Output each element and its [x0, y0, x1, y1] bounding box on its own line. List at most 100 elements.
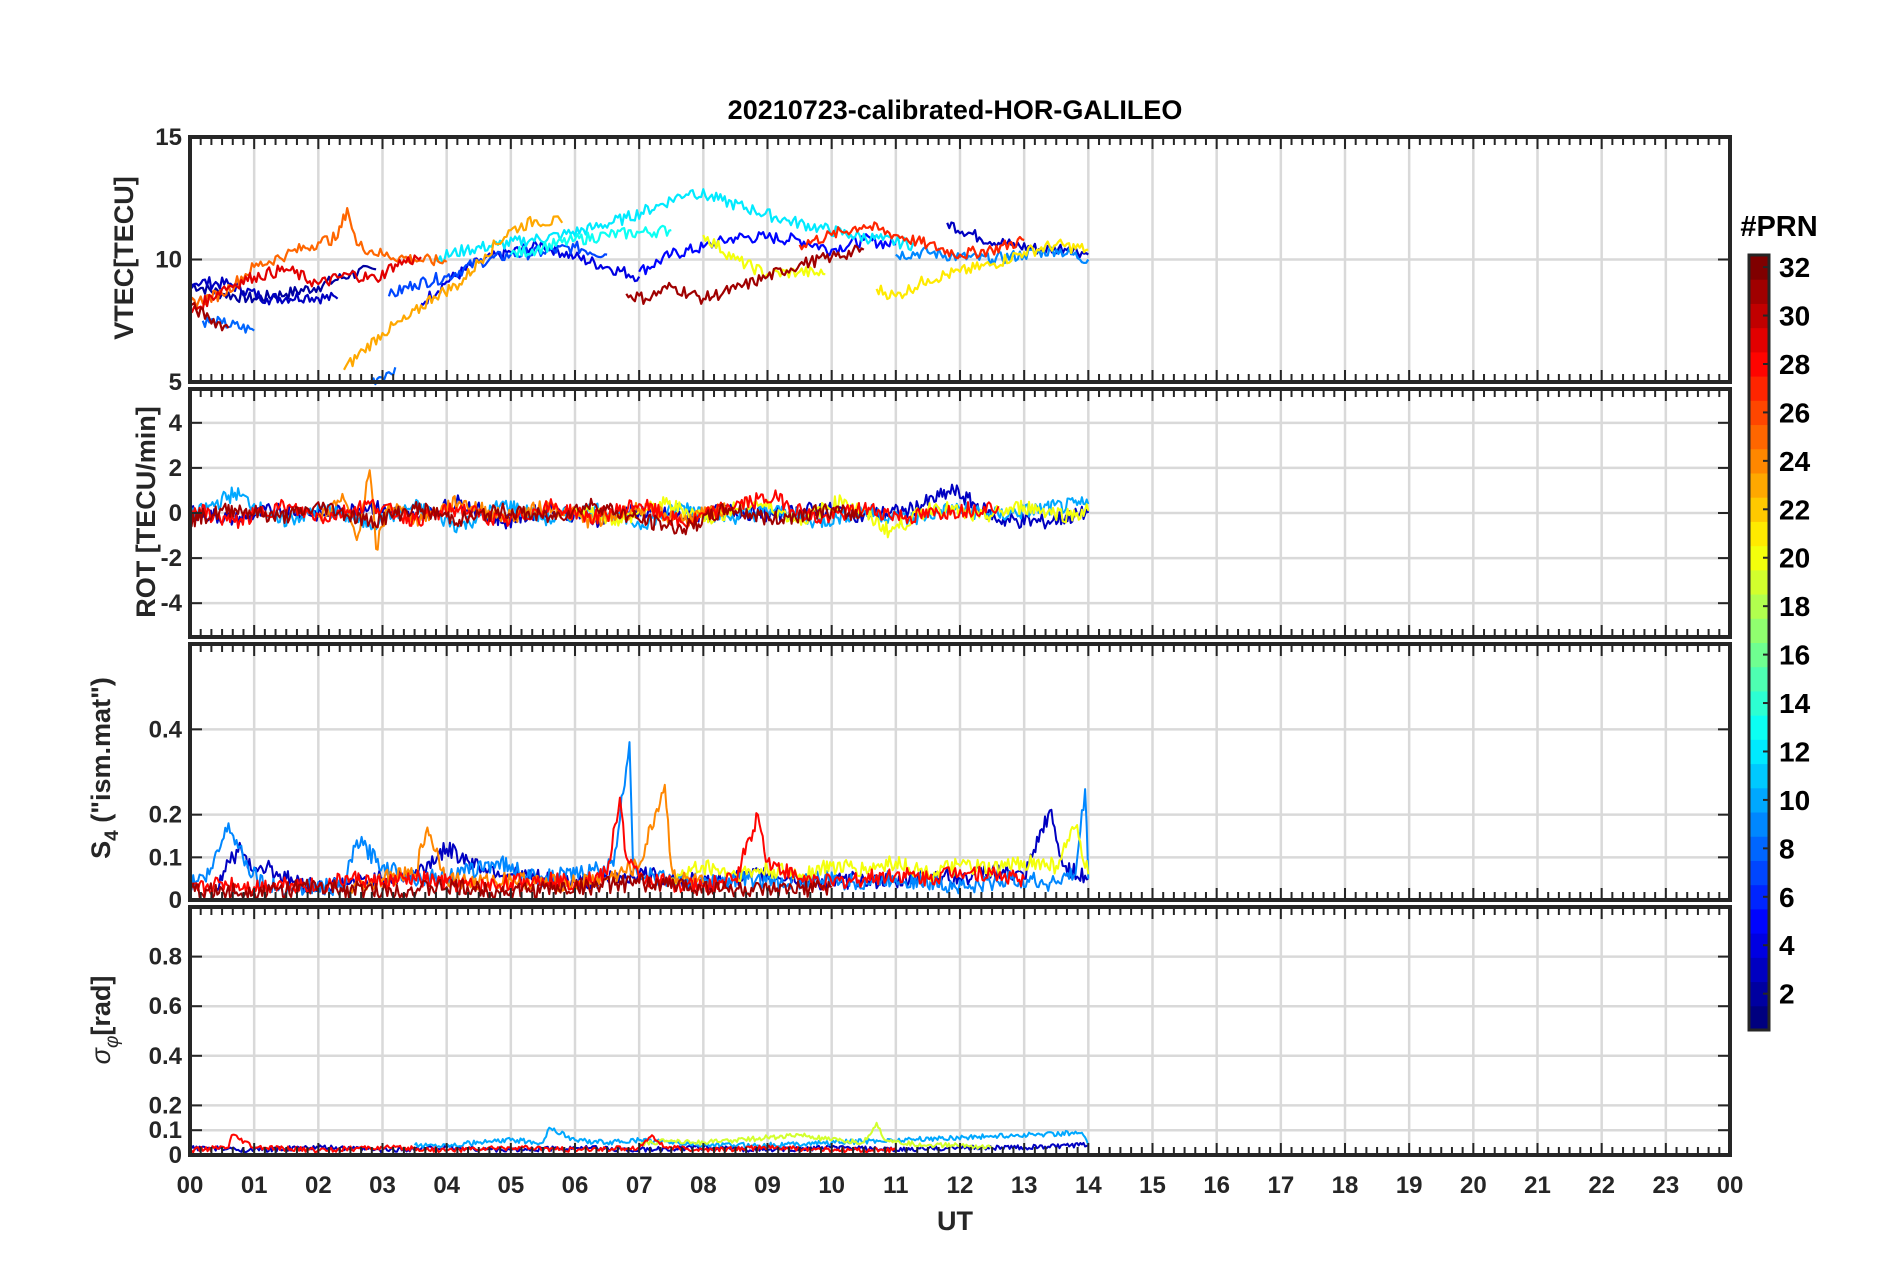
colorbar-segment: [1749, 715, 1769, 740]
colorbar-segment: [1749, 303, 1769, 329]
x-axis-tick-labels: 00 01 02 03 04 05 06 07 08 09 10 11 12 13 14 15 16 17 18 19…: [177, 1172, 1744, 1199]
colorbar-segment: [1749, 787, 1769, 813]
y-tick-label: 0: [169, 1142, 182, 1169]
x-tick-label: 06: [562, 1172, 589, 1199]
series-line-prn-31: [189, 301, 230, 332]
colorbar-tick-label: 10: [1779, 785, 1810, 816]
y-tick-label: 0.4: [149, 1043, 183, 1070]
colorbar-tick-label: 6: [1779, 882, 1795, 913]
series-line-prn-21: [875, 238, 1089, 301]
y-tick-label: 4: [169, 410, 183, 437]
y-tick-label: 0.1: [149, 844, 182, 871]
colorbar-segment: [1749, 497, 1769, 522]
x-tick-label: 02: [305, 1172, 332, 1199]
series-line-prn-29: [189, 254, 422, 315]
colorbar-segment: [1749, 448, 1769, 474]
colorbar-tick-label: 24: [1779, 446, 1811, 477]
colorbar-segment: [1749, 545, 1769, 571]
colorbar-segment: [1749, 666, 1769, 692]
x-tick-label: 14: [1075, 1172, 1102, 1199]
colorbar-segment: [1749, 424, 1769, 450]
series-line-prn-23: [343, 215, 564, 371]
colorbar-segment: [1749, 860, 1769, 886]
x-tick-label: 23: [1652, 1172, 1679, 1199]
x-tick-label: 13: [1011, 1172, 1038, 1199]
series-line-prn-3: [188, 276, 339, 306]
vtec-panel: 5 10 15: [155, 124, 1732, 396]
colorbar-segment: [1749, 569, 1769, 595]
y-tick-label: -2: [161, 545, 182, 572]
colorbar-title: #PRN: [1740, 211, 1817, 243]
x-tick-label: 08: [690, 1172, 717, 1199]
colorbar-tick-label: 12: [1779, 736, 1810, 767]
series-line-prn-31: [625, 244, 865, 305]
colorbar-segment: [1749, 618, 1769, 643]
colorbar-frame: [1747, 253, 1771, 1032]
y-tick-label: 0: [169, 500, 182, 527]
x-tick-label: 05: [497, 1172, 524, 1199]
series-line-prn-19: [638, 1121, 993, 1150]
y-tick-label: 10: [155, 247, 182, 274]
colorbar-segment: [1749, 957, 1769, 983]
series-line-prn-13: [509, 224, 672, 258]
s4-panel: 0 0.1 0.2 0.4: [149, 642, 1732, 914]
x-tick-label: 17: [1267, 1172, 1294, 1199]
s4-y-axis-label: S4 ("ism.mat"): [86, 677, 123, 859]
series-line-prn-2: [189, 264, 377, 304]
colorbar-segment: [1749, 739, 1769, 765]
colorbar-segment: [1749, 1005, 1769, 1031]
sigma-phi-panel: 00.10.2 0.4 0.6 0.8: [149, 905, 1732, 1169]
series-line-prn-24: [349, 783, 705, 894]
y-tick-label: 5: [169, 369, 182, 396]
colorbar-segment: [1749, 255, 1769, 280]
x-tick-label: 16: [1203, 1172, 1230, 1199]
colorbar-segment: [1749, 933, 1769, 958]
x-tick-label: 20: [1460, 1172, 1487, 1199]
colorbar-segment: [1749, 351, 1769, 377]
colorbar-tick-label: 18: [1779, 591, 1810, 622]
chart-title: 20210723-calibrated-HOR-GALILEO: [728, 95, 1183, 125]
series-line-prn-20: [671, 824, 1090, 885]
y-tick-label: 15: [155, 124, 182, 151]
colorbar-segment: [1749, 763, 1769, 789]
y-tick-label: -4: [161, 590, 183, 617]
series-line-prn-9: [895, 245, 1090, 267]
y-tick-label: 0.2: [149, 1092, 182, 1119]
colorbar-segment: [1749, 376, 1769, 401]
x-tick-label: 00: [1717, 1172, 1744, 1199]
colorbar-segment: [1749, 884, 1769, 910]
colorbar-segment: [1749, 908, 1769, 934]
colorbar-tick-label: 14: [1779, 688, 1811, 719]
series-line-prn-25: [188, 207, 448, 309]
y-tick-label: 2: [169, 455, 182, 482]
colorbar-tick-label: 26: [1779, 397, 1810, 428]
series-line-prn-3: [214, 808, 1089, 895]
x-tick-label: 00: [177, 1172, 204, 1199]
colorbar-tick-label: 30: [1779, 301, 1810, 332]
x-tick-label: 22: [1588, 1172, 1615, 1199]
y-tick-label: 0.8: [149, 944, 182, 971]
colorbar-segment: [1749, 836, 1769, 861]
colorbar-segment: [1749, 812, 1769, 837]
colorbar-tick-label: 2: [1779, 979, 1795, 1010]
rot-panel: -4 -2 0 2 4: [161, 387, 1732, 639]
x-tick-label: 07: [626, 1172, 653, 1199]
x-tick-label: 10: [818, 1172, 845, 1199]
x-tick-label: 21: [1524, 1172, 1551, 1199]
x-tick-label: 01: [241, 1172, 268, 1199]
sigma-phi-y-axis-label: σφ[rad]: [86, 976, 123, 1065]
y-tick-label: 0: [169, 887, 182, 914]
colorbar-tick-label: 22: [1779, 494, 1810, 525]
colorbar-segment: [1749, 594, 1769, 619]
colorbar-segment: [1749, 690, 1769, 716]
colorbar-tick-label: 32: [1779, 252, 1810, 283]
colorbar-tick-label: 16: [1779, 640, 1810, 671]
x-tick-label: 09: [754, 1172, 781, 1199]
x-tick-label: 03: [369, 1172, 396, 1199]
x-tick-label: 15: [1139, 1172, 1166, 1199]
series-line-prn-28: [189, 796, 1026, 896]
colorbar-tick-label: 20: [1779, 543, 1810, 574]
vtec-y-axis-label: VTEC[TECU]: [109, 176, 139, 340]
